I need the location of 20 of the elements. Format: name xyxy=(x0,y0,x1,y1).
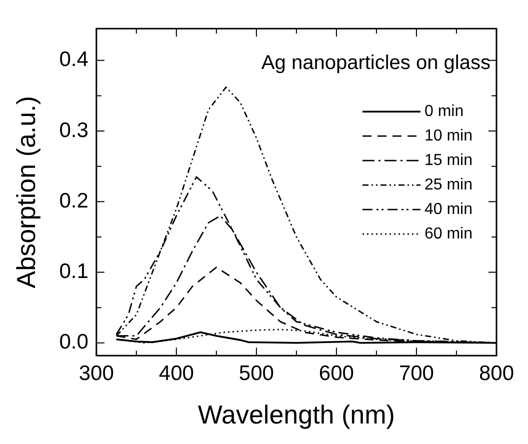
legend-label: 25 min xyxy=(424,176,473,194)
legend-label: 60 min xyxy=(424,226,473,243)
y-axis-title: Absorption (a.u.) xyxy=(10,96,41,288)
y-tick-label: 0.3 xyxy=(59,118,88,142)
y-tick-label: 0.4 xyxy=(59,48,89,72)
y-tick-label: 0.1 xyxy=(59,260,88,284)
x-axis-title: Wavelength (nm) xyxy=(198,400,395,430)
x-tick-label: 400 xyxy=(158,362,194,385)
legend-label: 40 min xyxy=(424,201,473,218)
y-tick-label: 0.0 xyxy=(59,330,88,354)
x-tick-label: 300 xyxy=(78,362,114,385)
text: Ag nanoparticles on glass xyxy=(261,52,490,74)
x-tick-label: 600 xyxy=(318,362,354,385)
legend-label: 15 min xyxy=(424,152,473,170)
x-tick-label: 800 xyxy=(478,362,514,385)
y-tick-label: 0.2 xyxy=(59,189,88,212)
legend-label: 10 min xyxy=(424,128,473,145)
x-tick-label: 700 xyxy=(398,362,434,385)
legend-label: 0 min xyxy=(424,103,464,120)
x-tick-label: 500 xyxy=(238,362,274,385)
